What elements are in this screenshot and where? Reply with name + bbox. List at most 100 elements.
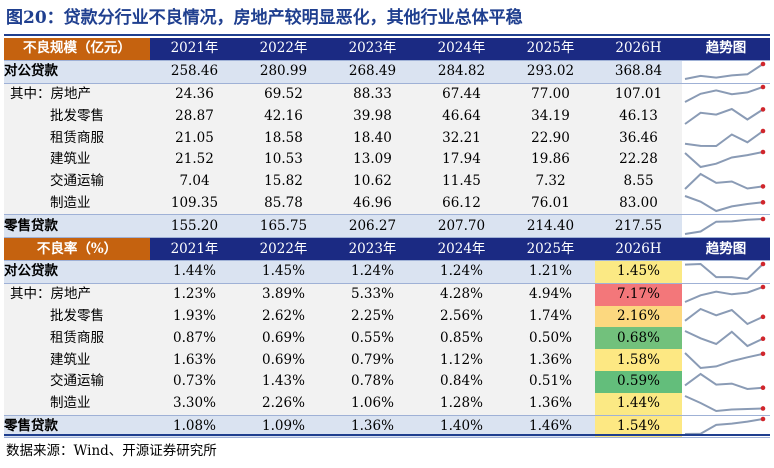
sparkline-path <box>684 351 764 369</box>
row-label: 租赁商服 <box>4 327 150 350</box>
value-cell: 4.94% <box>506 283 595 306</box>
value-cell: 1.63% <box>150 349 239 371</box>
sparkline-end-point <box>760 216 766 222</box>
value-cell: 0.69% <box>239 349 328 371</box>
value-cell: 368.84 <box>595 59 682 84</box>
value-cell: 0.79% <box>328 349 417 371</box>
value-cell: 2.26% <box>239 392 328 416</box>
value-cell: 1.08% <box>150 414 239 439</box>
row-label: 建筑业 <box>4 148 150 171</box>
value-cell: 1.36% <box>506 392 595 416</box>
row-label: 零售贷款 <box>4 414 150 439</box>
value-cell: 0.51% <box>506 370 595 393</box>
value-cell: 2.56% <box>417 305 506 328</box>
value-cell: 0.50% <box>506 327 595 350</box>
sparkline-path <box>684 263 764 281</box>
value-cell: 85.78 <box>239 192 328 215</box>
table-row: 租赁商服 0.87% 0.69% 0.55% 0.85% 0.50% 0.68% <box>4 327 770 350</box>
row-label: 批发零售 <box>4 305 150 328</box>
source-note: 数据来源：Wind、开源证券研究所 <box>6 443 217 459</box>
sparkline-end-point <box>760 406 766 411</box>
sparkline-end-point <box>760 184 766 189</box>
value-cell: 1.43% <box>239 370 328 393</box>
trend-header: 趋势图 <box>682 237 770 261</box>
value-cell: 2.16% <box>595 305 682 328</box>
sparkline-path <box>684 63 764 81</box>
sparkline-end-point <box>760 314 766 320</box>
sparkline-end-point <box>760 200 766 205</box>
value-cell: 207.70 <box>417 214 506 239</box>
value-cell: 217.55 <box>595 214 682 239</box>
value-cell: 11.45 <box>417 170 506 193</box>
sparkline <box>684 395 766 413</box>
value-cell: 2.25% <box>328 305 417 328</box>
value-cell: 1.74% <box>506 305 595 328</box>
sparkline <box>684 216 766 235</box>
sparkline-end-point <box>760 128 766 133</box>
table-row: 建筑业 1.63% 0.69% 0.79% 1.12% 1.36% 1.58% <box>4 349 770 371</box>
trend-cell <box>682 392 770 416</box>
value-cell: 18.58 <box>239 127 328 149</box>
row-label: 制造业 <box>4 392 150 416</box>
sparkline-end-point <box>760 336 766 341</box>
value-cell: 66.12 <box>417 192 506 215</box>
sparkline-path <box>684 172 764 190</box>
sparkline-end-point <box>760 284 766 290</box>
value-cell: 32.21 <box>417 127 506 149</box>
value-cell: 42.16 <box>239 105 328 128</box>
value-cell: 7.04 <box>150 170 239 193</box>
row-label: 对公贷款 <box>4 59 150 84</box>
trend-cell <box>682 259 770 284</box>
value-cell: 1.58% <box>595 349 682 371</box>
table-row: 其中：房地产 1.23% 3.89% 5.33% 4.28% 4.94% 7.17% <box>4 283 770 306</box>
sparkline-end-point <box>760 351 766 356</box>
sparkline-end-point <box>760 84 766 90</box>
value-cell: 0.85% <box>417 327 506 350</box>
top-rule <box>4 34 770 36</box>
trend-cell <box>682 148 770 171</box>
table-row: 对公贷款 1.44% 1.45% 1.24% 1.24% 1.21% 1.45% <box>4 259 770 284</box>
value-cell: 0.69% <box>239 327 328 350</box>
row-label: 制造业 <box>4 192 150 215</box>
sparkline-path <box>684 307 764 326</box>
trend-cell <box>682 414 770 439</box>
value-cell: 22.90 <box>506 127 595 149</box>
value-cell: 7.17% <box>595 283 682 306</box>
value-cell: 155.20 <box>150 214 239 239</box>
value-cell: 2.62% <box>239 305 328 328</box>
sparkline <box>684 61 766 81</box>
table-row: 交通运输 7.04 15.82 10.62 11.45 7.32 8.55 <box>4 170 770 193</box>
value-cell: 17.94 <box>417 148 506 171</box>
value-cell: 1.12% <box>417 349 506 371</box>
value-cell: 1.28% <box>417 392 506 416</box>
row-label: 其中：房地产 <box>4 83 150 106</box>
table-row: 批发零售 1.93% 2.62% 2.25% 2.56% 1.74% 2.16% <box>4 305 770 328</box>
sparkline <box>684 150 766 169</box>
sparkline <box>684 128 766 147</box>
value-cell: 3.89% <box>239 283 328 306</box>
year-header: 2024年 <box>417 237 506 261</box>
value-cell: 214.40 <box>506 214 595 239</box>
row-label: 对公贷款 <box>4 259 150 284</box>
year-header: 2025年 <box>506 237 595 261</box>
value-cell: 69.52 <box>239 83 328 106</box>
value-cell: 88.33 <box>328 83 417 106</box>
trend-cell <box>682 170 770 193</box>
section-header-label: 不良规模（亿元） <box>4 38 150 61</box>
value-cell: 1.40% <box>417 414 506 439</box>
value-cell: 18.40 <box>328 127 417 149</box>
table-row: 租赁商服 21.05 18.58 18.40 32.21 22.90 36.46 <box>4 127 770 149</box>
sparkline-path <box>684 329 764 347</box>
value-cell: 22.28 <box>595 148 682 171</box>
sparkline-path <box>684 395 764 413</box>
year-header: 2022年 <box>239 237 328 261</box>
trend-cell <box>682 349 770 371</box>
sparkline <box>684 172 766 190</box>
year-header: 2021年 <box>150 237 239 261</box>
sparkline <box>684 284 766 304</box>
sparkline <box>684 195 766 213</box>
value-cell: 1.24% <box>328 259 417 284</box>
value-cell: 293.02 <box>506 59 595 84</box>
sparkline-path <box>684 217 764 235</box>
value-cell: 36.46 <box>595 127 682 149</box>
